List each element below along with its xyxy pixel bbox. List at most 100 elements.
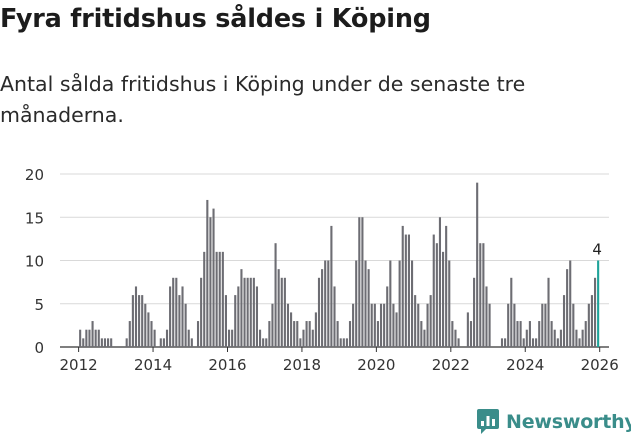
bar — [373, 303, 376, 347]
bar — [510, 277, 513, 347]
bar — [237, 286, 240, 347]
bar — [277, 269, 280, 347]
bar — [500, 338, 504, 347]
bar — [110, 338, 113, 347]
brand-name: Newsworthy — [506, 411, 631, 433]
bar — [367, 269, 370, 347]
bar — [575, 329, 578, 347]
bar — [249, 277, 252, 347]
brand-logo[interactable]: Newsworthy — [476, 408, 631, 436]
bar — [379, 303, 383, 347]
bar — [364, 260, 367, 347]
bar — [286, 303, 290, 347]
bar — [544, 303, 547, 347]
bar — [383, 303, 386, 347]
bar — [435, 243, 438, 347]
bar — [184, 303, 187, 347]
bar — [107, 338, 110, 347]
bar — [79, 329, 82, 347]
bar — [333, 286, 336, 347]
bar — [200, 277, 203, 347]
bar — [308, 321, 311, 347]
bar — [572, 303, 575, 347]
bar — [330, 225, 333, 347]
y-tick-label: 15 — [25, 209, 44, 227]
y-tick-label: 0 — [34, 339, 44, 357]
bar — [82, 338, 85, 347]
bar — [324, 260, 327, 347]
bar — [262, 338, 265, 347]
bar — [513, 303, 516, 347]
bar — [417, 303, 420, 347]
bar — [246, 277, 249, 347]
bar — [218, 251, 221, 347]
chart-title: Fyra fritidshus såldes i Köping — [0, 4, 431, 34]
bar — [91, 321, 94, 347]
bar — [345, 338, 348, 347]
bar — [165, 329, 169, 347]
bar — [311, 329, 314, 347]
bar — [376, 321, 379, 347]
bar — [293, 321, 296, 347]
bar — [206, 199, 209, 347]
bar — [410, 260, 414, 347]
bar — [265, 338, 268, 347]
bar — [243, 277, 246, 347]
bar — [469, 321, 473, 347]
bar — [423, 329, 426, 347]
bar — [451, 321, 454, 347]
latest-value-label: 4 — [592, 241, 602, 259]
bar — [212, 208, 215, 347]
bar — [181, 286, 184, 347]
x-tick-label: 2012 — [60, 356, 98, 374]
bar — [252, 277, 255, 347]
bar — [578, 338, 581, 347]
bar — [190, 338, 193, 347]
bar — [162, 338, 165, 347]
bar — [125, 338, 128, 347]
bar — [259, 329, 262, 347]
bar — [556, 338, 559, 347]
bar — [547, 277, 550, 347]
bar — [457, 338, 460, 347]
bar — [466, 312, 469, 347]
bar — [528, 321, 531, 347]
bar-latest — [597, 260, 600, 347]
bar — [290, 312, 293, 347]
bar — [128, 321, 131, 347]
bar — [590, 295, 593, 347]
bar — [348, 321, 352, 347]
bar — [426, 303, 429, 347]
bar — [525, 329, 528, 347]
x-tick-label: 2020 — [357, 356, 395, 374]
bar — [519, 321, 522, 347]
bar — [482, 243, 485, 347]
bar — [159, 338, 162, 347]
bar — [172, 277, 175, 347]
x-tick-label: 2026 — [581, 356, 619, 374]
bar — [355, 260, 358, 347]
bar — [280, 277, 283, 347]
bar — [593, 277, 597, 347]
bar — [454, 329, 457, 347]
bar — [485, 286, 488, 347]
bar — [401, 225, 404, 347]
bar — [94, 329, 97, 347]
bar — [414, 295, 417, 347]
bar — [389, 260, 392, 347]
bar — [227, 329, 231, 347]
bar — [100, 338, 103, 347]
bar — [305, 321, 308, 347]
bar — [153, 329, 156, 347]
bar — [317, 277, 321, 347]
bar — [147, 312, 150, 347]
bar — [395, 312, 398, 347]
x-tick-label: 2018 — [283, 356, 321, 374]
bar — [97, 329, 100, 347]
bar — [522, 338, 525, 347]
bar — [407, 234, 410, 347]
bar — [404, 234, 407, 347]
bar — [420, 321, 423, 347]
bar — [321, 269, 324, 347]
bar — [516, 321, 519, 347]
